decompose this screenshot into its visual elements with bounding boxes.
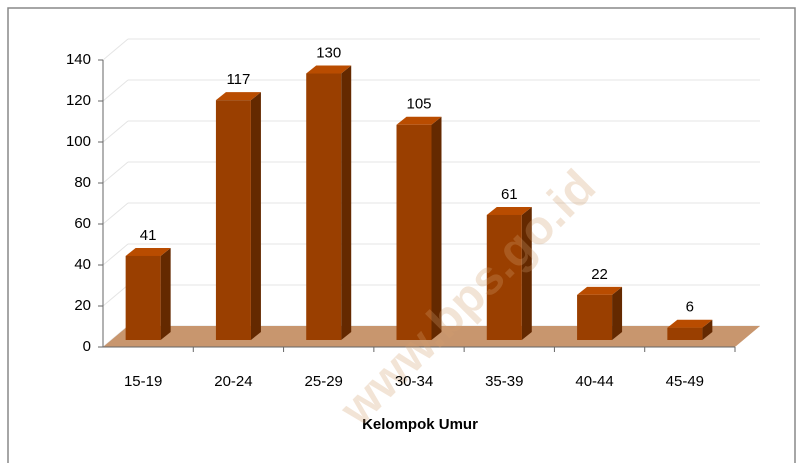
bar-top [215,92,261,101]
x-tick-label: 35-39 [485,373,523,390]
x-axis-title: Kelompok Umur [362,416,478,433]
value-label: 22 [591,266,608,283]
value-label: 6 [686,299,694,316]
bar-side [702,319,713,340]
bars: 41 117 130 105 61 22 6 [125,44,713,341]
bar [667,319,713,340]
bar-front [125,255,161,340]
bar-side [612,286,623,340]
bar [396,116,442,340]
y-tick-label: 140 [66,51,91,68]
x-tick-label: 40-44 [575,373,613,390]
value-label: 105 [406,96,431,113]
bar-top [486,206,532,215]
grid-side [102,202,129,225]
y-tick-label: 60 [74,215,91,232]
bar-front [215,100,251,341]
bar-front [306,73,342,340]
grid-side [102,79,129,102]
bar-top [577,286,623,295]
bar-top [396,116,442,125]
x-tick-label: 30-34 [395,373,433,390]
grid-side [102,284,129,307]
bar [577,286,623,340]
y-tick-label: 0 [83,338,91,355]
value-label: 41 [140,227,157,244]
grid-side [102,161,129,184]
grid-side [102,120,129,143]
x-tick-label: 45-49 [666,373,704,390]
bar-front [396,124,432,340]
bar [486,206,532,340]
bar-top [306,65,352,74]
bar-top [125,247,171,256]
grid-side [102,243,129,266]
x-tick-label: 20-24 [214,373,252,390]
bar [306,65,352,340]
bar-side [250,92,261,341]
y-tick-label: 20 [74,297,91,314]
bar [125,247,171,340]
y-tick-label: 40 [74,256,91,273]
x-tick-label: 25-29 [305,373,343,390]
bar-side [521,206,532,340]
bar-front [486,214,522,340]
grid-side [102,38,129,61]
bar-side [160,247,171,340]
bar-side [341,65,352,340]
value-label: 61 [501,186,518,203]
value-label: 117 [226,71,250,88]
y-tick-label: 100 [66,133,91,150]
bar-front [667,327,703,340]
y-tick-label: 120 [66,92,91,109]
bar-top [667,319,713,328]
bar-side [431,116,442,340]
x-tick-label: 15-19 [124,373,162,390]
y-tick-label: 80 [74,174,91,191]
bar [215,92,261,341]
bar-front [577,294,613,340]
value-label: 130 [316,44,341,61]
